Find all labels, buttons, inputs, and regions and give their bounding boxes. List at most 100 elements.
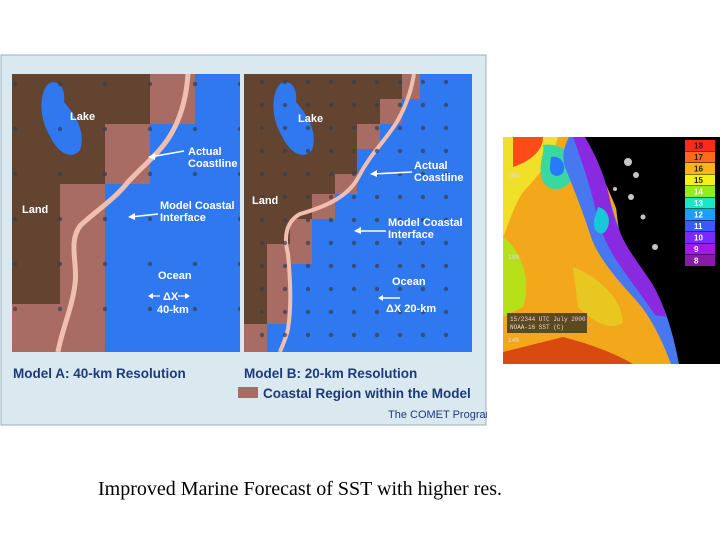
grid-point xyxy=(192,81,198,87)
grid-point xyxy=(443,217,449,223)
colorbar-swatch xyxy=(685,220,715,232)
grid-point xyxy=(305,286,311,292)
grid-point xyxy=(374,79,380,85)
grid-point xyxy=(420,79,426,85)
grid-point xyxy=(397,286,403,292)
grid-point xyxy=(237,81,240,87)
colorbar-label: 14 xyxy=(694,188,703,197)
grid-point xyxy=(239,351,240,352)
grid-point xyxy=(420,194,426,200)
colorbar-label: 8 xyxy=(694,257,699,266)
colorbar-label: 12 xyxy=(694,211,703,220)
grid-point xyxy=(351,240,357,246)
sst-colorbar: 18 17 16 15 14 13 12 11 10 9 8 xyxy=(685,140,715,266)
panel-b-actual-coastline xyxy=(278,74,416,352)
sst-clouds xyxy=(613,158,658,250)
grid-point xyxy=(259,309,265,315)
grid-point xyxy=(305,217,311,223)
grid-point xyxy=(282,332,288,338)
grid-point xyxy=(397,332,403,338)
grid-point xyxy=(12,81,18,87)
panel-b-map xyxy=(244,74,472,352)
grid-point xyxy=(397,148,403,154)
grid-point xyxy=(102,261,108,267)
grid-point xyxy=(305,240,311,246)
grid-point xyxy=(192,306,198,312)
grid-point xyxy=(259,102,265,108)
grid-point xyxy=(443,309,449,315)
grid-point xyxy=(351,79,357,85)
grid-point xyxy=(259,240,265,246)
grid-point xyxy=(102,306,108,312)
sst-timestamp: 15/2344 UTC July 2000 NOAA-16 SST (C) xyxy=(507,313,587,333)
grid-point xyxy=(237,126,240,132)
grid-point xyxy=(102,81,108,87)
grid-point xyxy=(374,286,380,292)
grid-point xyxy=(328,332,334,338)
grid-point xyxy=(282,194,288,200)
colorbar-label: 17 xyxy=(694,153,703,162)
panel-a-interface-label-1: Model Coastal xyxy=(160,200,235,212)
grid-point xyxy=(192,171,198,177)
grid-point xyxy=(12,171,18,177)
grid-point xyxy=(328,125,334,131)
colorbar-label: 15 xyxy=(694,176,703,185)
grid-point xyxy=(237,306,240,312)
panel-a-land-label: Land xyxy=(22,204,48,216)
grid-point xyxy=(443,194,449,200)
grid-point xyxy=(374,194,380,200)
grid-point xyxy=(328,240,334,246)
panel-b-land-label: Land xyxy=(252,195,278,207)
grid-point xyxy=(147,171,153,177)
sst-ocean-field xyxy=(503,137,679,364)
grid-point xyxy=(282,171,288,177)
colorbar-swatch xyxy=(685,243,715,255)
grid-point xyxy=(282,309,288,315)
lat-label-16n: 16N xyxy=(508,254,519,261)
grid-point xyxy=(194,351,196,352)
grid-point xyxy=(328,171,334,177)
grid-point xyxy=(305,148,311,154)
grid-point xyxy=(397,194,403,200)
grid-point xyxy=(14,351,16,352)
colorbar-swatch xyxy=(685,209,715,220)
panel-a-map xyxy=(12,74,240,352)
grid-point xyxy=(147,126,153,132)
colorbar-label: 11 xyxy=(694,222,703,231)
grid-point xyxy=(282,79,288,85)
sst-satellite-image: 18 17 16 15 14 13 12 11 10 9 8 18N 16N 14N 15/2344… xyxy=(503,137,720,364)
grid-point xyxy=(328,194,334,200)
legend-swatch xyxy=(238,387,258,398)
grid-point xyxy=(443,148,449,154)
grid-point xyxy=(351,286,357,292)
grid-point xyxy=(443,240,449,246)
panel-a-coastline-label-1: Actual xyxy=(188,146,222,158)
grid-point xyxy=(443,171,449,177)
grid-point xyxy=(351,171,357,177)
colorbar-swatch xyxy=(685,174,715,186)
grid-point xyxy=(282,148,288,154)
panel-b-dx-label: ΔX 20-km xyxy=(386,303,436,315)
grid-point xyxy=(282,217,288,223)
grid-point xyxy=(420,102,426,108)
grid-point xyxy=(305,171,311,177)
grid-point xyxy=(420,263,426,269)
grid-point xyxy=(374,125,380,131)
colorbar-label: 13 xyxy=(694,199,703,208)
grid-point xyxy=(259,79,265,85)
grid-point xyxy=(420,286,426,292)
panel-a-coastline-label-2: Coastline xyxy=(188,158,238,170)
timestamp-line-1: 15/2344 UTC July 2000 xyxy=(510,316,586,323)
grid-point xyxy=(374,263,380,269)
panel-a-lake xyxy=(41,82,82,155)
grid-point xyxy=(282,263,288,269)
grid-point xyxy=(259,332,265,338)
grid-point xyxy=(420,217,426,223)
grid-point xyxy=(351,263,357,269)
grid-point xyxy=(282,125,288,131)
coastal-resolution-diagram: Lake Actual Coastline Land Model Coastal… xyxy=(0,54,487,426)
panel-b-lake-label: Lake xyxy=(298,113,323,125)
grid-point xyxy=(351,125,357,131)
grid-point xyxy=(259,217,265,223)
panel-a-actual-coastline xyxy=(55,74,191,352)
